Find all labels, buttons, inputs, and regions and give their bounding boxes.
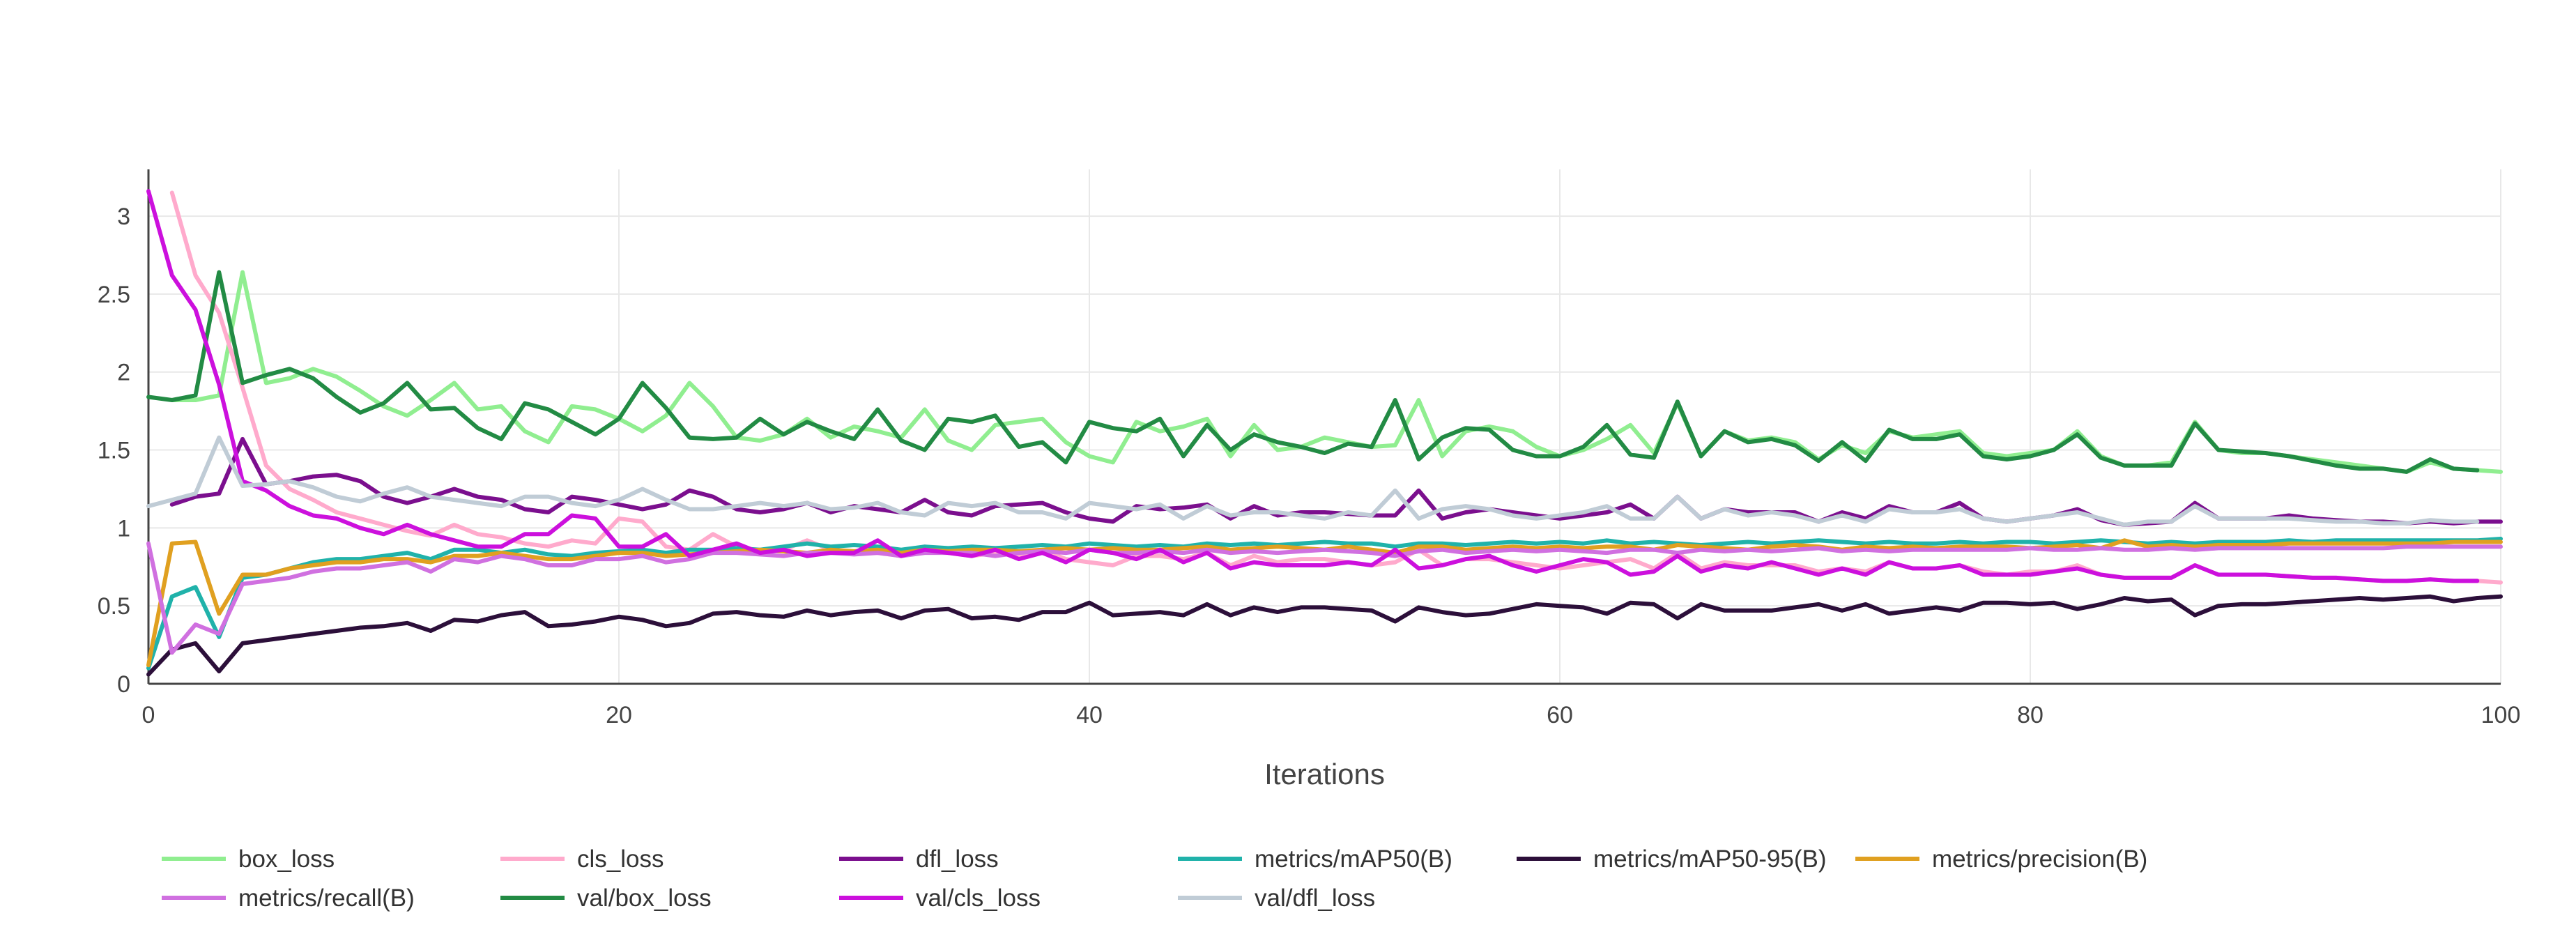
series-line-metrics-recall-b- xyxy=(146,541,2503,655)
legend-item: val/dfl_loss xyxy=(1178,885,1375,912)
y-tick-label: 2.5 xyxy=(98,282,130,308)
x-tick-label: 20 xyxy=(606,702,632,728)
x-tick-label: 100 xyxy=(2481,702,2521,728)
series-line-metrics-map50-b- xyxy=(146,537,2503,671)
legend-item: val/box_loss xyxy=(500,885,712,912)
series-lines xyxy=(146,189,2503,677)
legend-item: metrics/mAP50(B) xyxy=(1178,846,1452,873)
y-tick-label: 1.5 xyxy=(98,438,130,464)
legend-label: metrics/precision(B) xyxy=(1932,846,2147,873)
x-tick-label: 40 xyxy=(1076,702,1103,728)
legend: box_loss cls_loss dfl_loss metrics/mAP50(B)… xyxy=(162,846,2147,912)
series-line-val-cls-loss xyxy=(146,189,2480,583)
legend-label: val/box_loss xyxy=(577,885,712,912)
legend-item: cls_loss xyxy=(500,846,664,873)
series-line-metrics-map50-95-b- xyxy=(146,594,2503,677)
legend-label: val/dfl_loss xyxy=(1255,885,1375,912)
y-tick-label: 0 xyxy=(117,671,130,698)
legend-label: box_loss xyxy=(238,846,335,873)
legend-item: metrics/precision(B) xyxy=(1855,846,2147,873)
legend-label: dfl_loss xyxy=(916,846,999,873)
y-tick-label: 2 xyxy=(117,360,130,386)
legend-item: val/cls_loss xyxy=(839,885,1041,912)
legend-label: metrics/mAP50-95(B) xyxy=(1593,846,1827,873)
x-tick-label: 60 xyxy=(1547,702,1573,728)
series-line-val-box-loss xyxy=(146,270,2480,474)
legend-item: box_loss xyxy=(162,846,335,873)
x-tick-label: 80 xyxy=(2017,702,2044,728)
legend-label: metrics/mAP50(B) xyxy=(1255,846,1452,873)
x-axis-title: Iterations xyxy=(1264,758,1385,790)
legend-label: cls_loss xyxy=(577,846,664,873)
legend-label: metrics/recall(B) xyxy=(238,885,415,912)
series-line-val-dfl-loss xyxy=(146,435,2480,527)
legend-label: val/cls_loss xyxy=(916,885,1041,912)
axes xyxy=(147,169,2501,685)
legend-item: metrics/mAP50-95(B) xyxy=(1517,846,1827,873)
legend-item: dfl_loss xyxy=(839,846,999,873)
x-tick-label: 0 xyxy=(142,702,155,728)
tick-labels: 0 20 40 60 80 100 0 0.5 1 1.5 2 2.5 3 xyxy=(98,204,2521,728)
legend-item: metrics/recall(B) xyxy=(162,885,415,912)
y-tick-label: 0.5 xyxy=(98,593,130,620)
y-tick-label: 3 xyxy=(117,204,130,230)
y-tick-label: 1 xyxy=(117,515,130,542)
